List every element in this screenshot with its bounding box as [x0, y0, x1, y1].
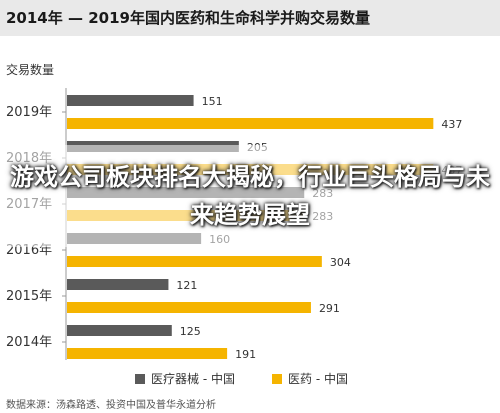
bar-device-0: [67, 95, 194, 106]
category-label-5: 2014年: [6, 335, 52, 350]
legend: 医疗器械 - 中国 医药 - 中国: [0, 370, 500, 388]
category-label-4: 2015年: [6, 289, 52, 304]
data-label-device-5: 125: [180, 325, 201, 338]
bar-pharma-3: [67, 256, 322, 267]
chart-title: 2014年 — 2019年国内医药和生命科学并购交易数量: [0, 0, 500, 36]
bar-device-4: [67, 279, 169, 290]
legend-item-device: 医疗器械 - 中国: [135, 370, 235, 387]
bar-pharma-4: [67, 302, 311, 313]
legend-swatch-pharma: [272, 373, 282, 384]
bar-pharma-5: [67, 348, 228, 359]
legend-label-device: 医疗器械 - 中国: [151, 372, 235, 386]
data-label-pharma-0: 437: [441, 118, 462, 131]
y-axis-label: 交易数量: [6, 63, 55, 77]
data-label-pharma-3: 304: [330, 256, 351, 269]
headline-overlay: 游戏公司板块排名大揭秘，行业巨头格局与未来趋势展望: [10, 163, 490, 229]
headline-overlay-band: [0, 145, 500, 247]
source-note: 数据来源：汤森路透、投资中国及普华永道分析: [6, 400, 216, 411]
bar-device-5: [67, 325, 172, 336]
category-label-0: 2019年: [6, 105, 52, 120]
data-label-pharma-5: 191: [235, 348, 256, 361]
legend-item-pharma: 医药 - 中国: [272, 370, 348, 387]
data-label-pharma-4: 291: [319, 302, 340, 315]
legend-swatch-device: [135, 373, 145, 384]
bar-pharma-0: [67, 118, 434, 129]
data-label-device-0: 151: [202, 95, 223, 108]
data-label-device-4: 121: [176, 279, 197, 292]
legend-label-pharma: 医药 - 中国: [288, 372, 348, 386]
